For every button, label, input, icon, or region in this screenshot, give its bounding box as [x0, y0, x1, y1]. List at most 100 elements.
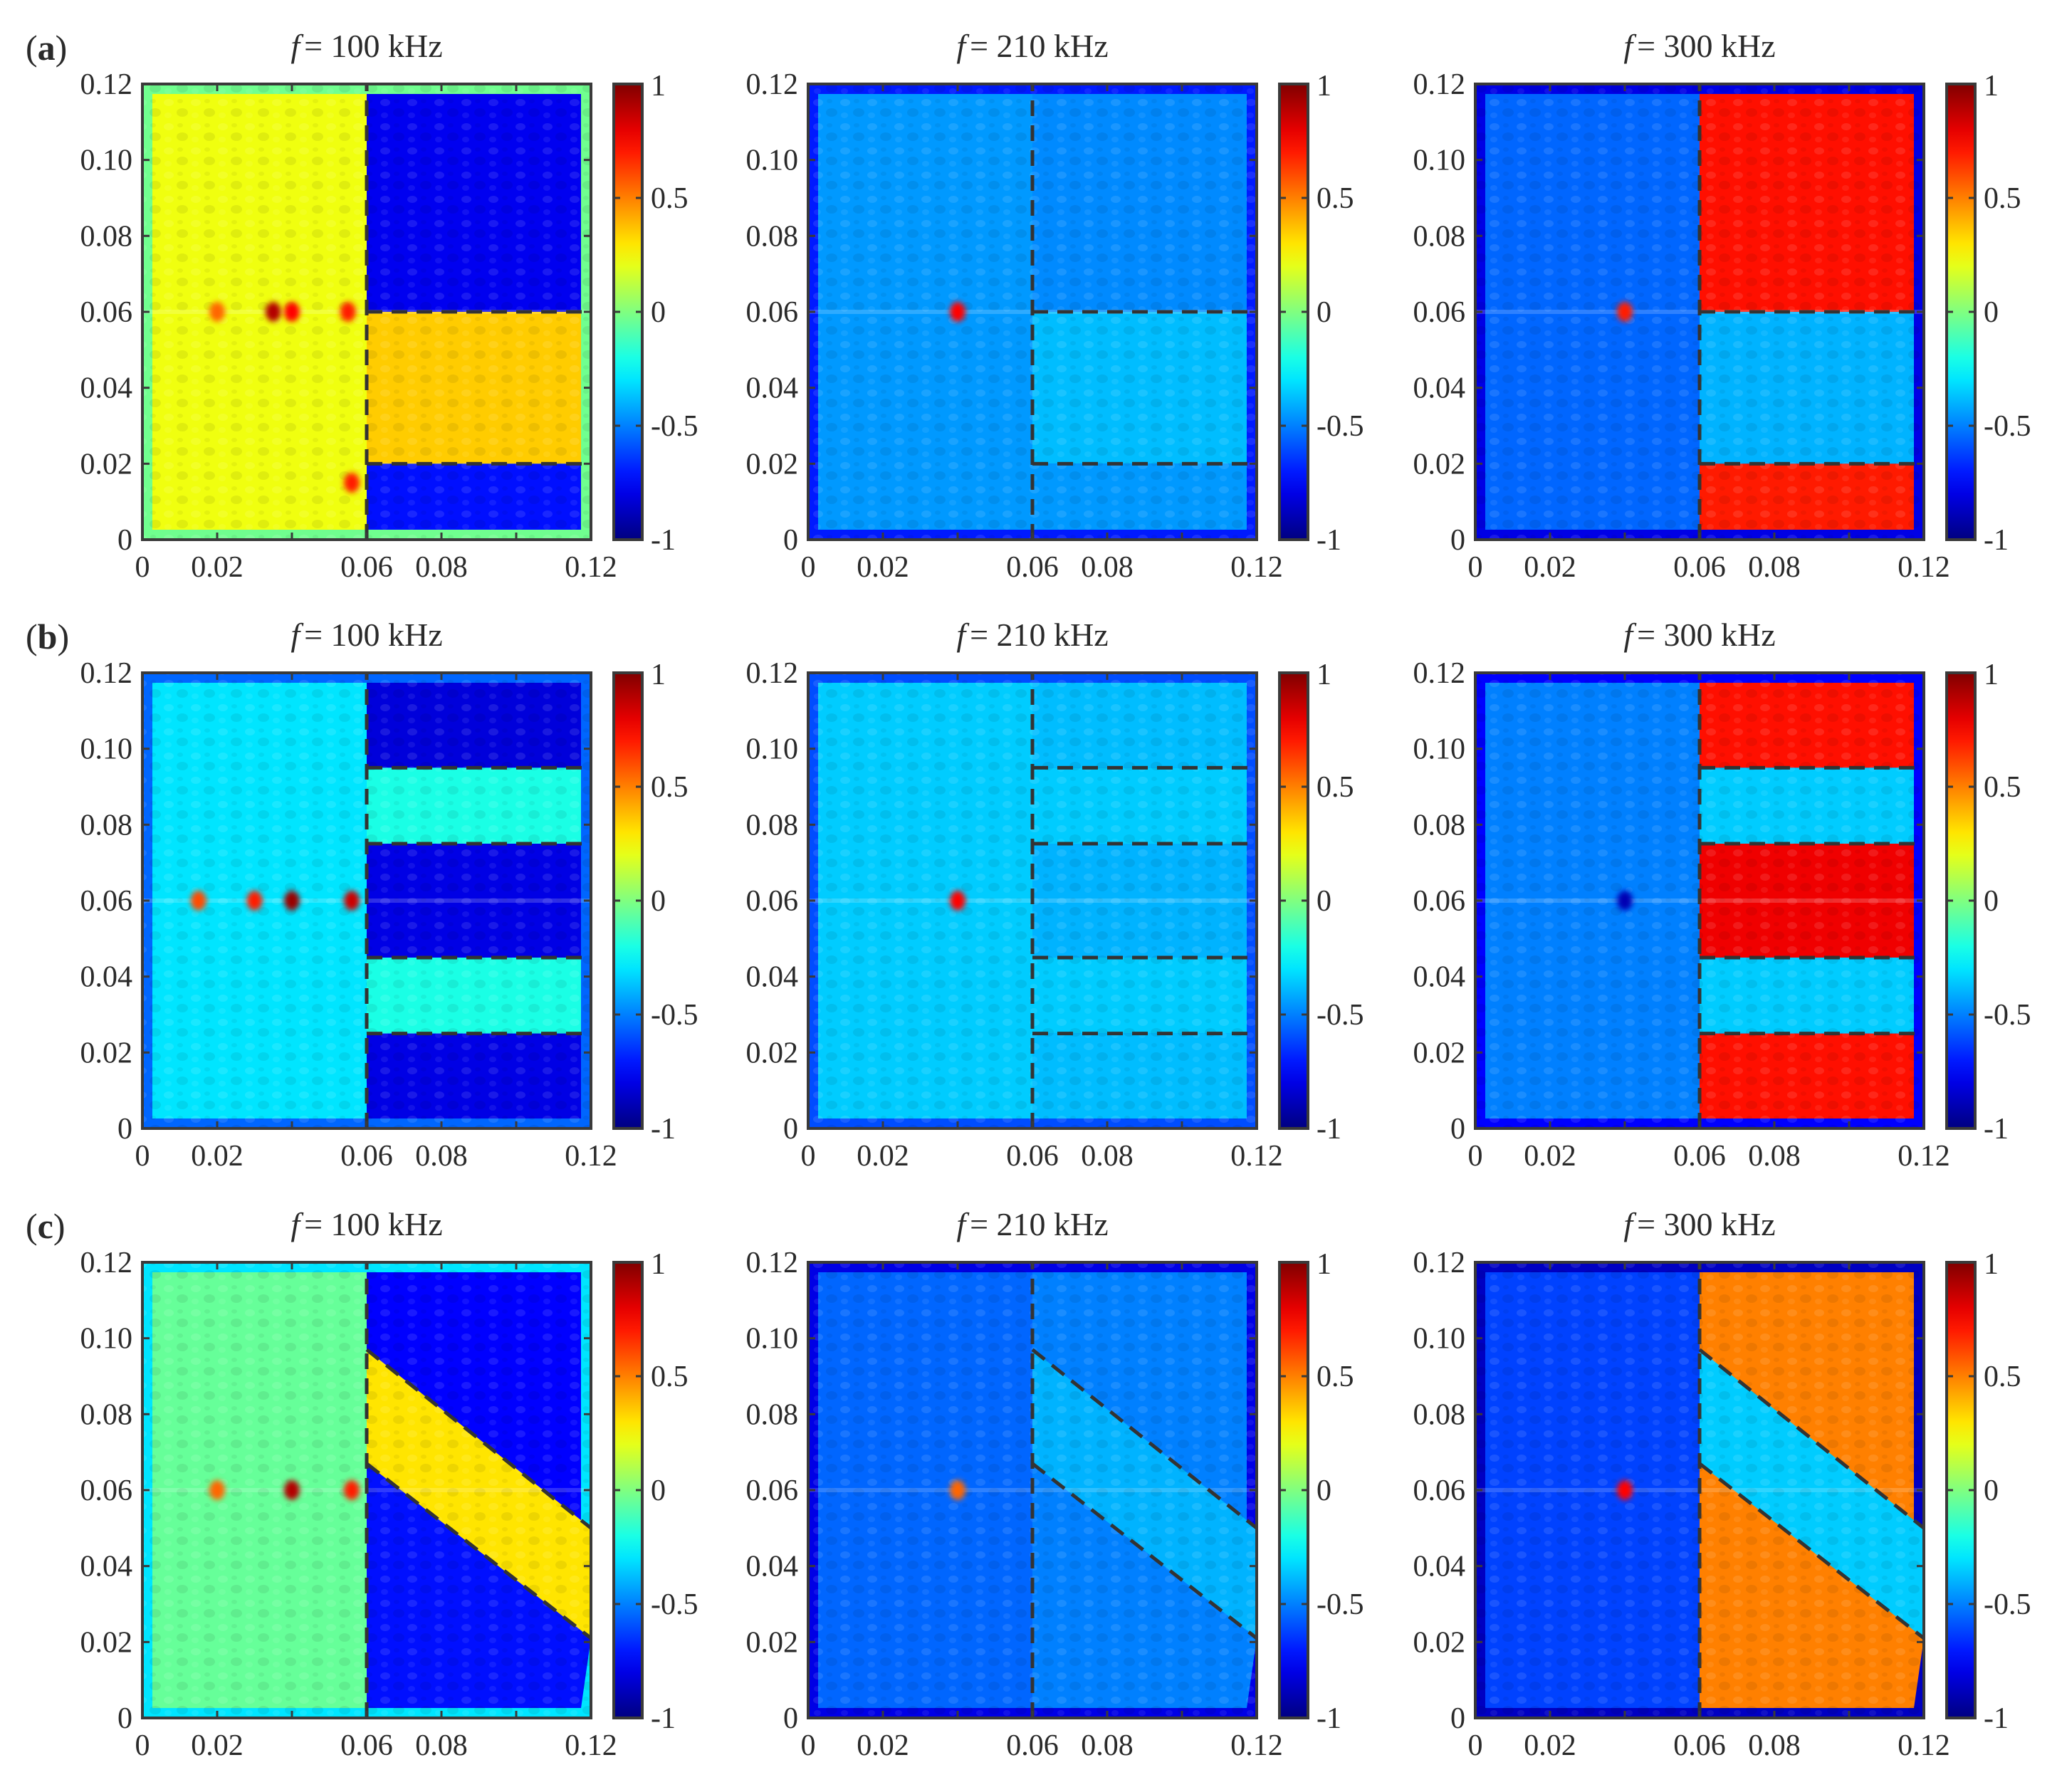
y-tick-label: 0.08 — [746, 809, 799, 842]
colorbar-tick-label: -0.5 — [651, 1588, 698, 1621]
colorbar: 1 0.5 0 -0.5 -1 — [612, 1248, 698, 1735]
y-tick-label: 0.10 — [1413, 733, 1466, 766]
y-tick-label: 0.06 — [1413, 1474, 1466, 1507]
colorbar-tick-label: 0 — [1984, 1474, 1999, 1507]
x-tick-label: 0 — [1468, 1729, 1483, 1762]
y-tick-label: 0 — [783, 524, 798, 557]
colorbar-tick-label: 0.5 — [1317, 771, 1354, 804]
hotspot-1 — [950, 891, 965, 911]
x-tick-label: 0.02 — [1524, 1140, 1576, 1173]
y-tick-label: 0 — [1450, 524, 1465, 557]
boundary-dashed-line-3 — [1698, 1462, 1925, 1640]
colorbar: 1 0.5 0 -0.5 -1 — [1945, 1248, 2031, 1735]
x-tick-label: 0.12 — [565, 551, 617, 584]
colorbar-tick-label: 1 — [651, 1248, 666, 1281]
x-tick-label: 0.06 — [1673, 551, 1726, 584]
x-tick-label: 0.08 — [1081, 551, 1134, 584]
y-tick-label: 0.04 — [1413, 372, 1466, 405]
colorbar: 1 0.5 0 -0.5 -1 — [1945, 659, 2031, 1146]
colorbar-tick-label: 1 — [1317, 70, 1331, 103]
y-tick-label: 0.04 — [746, 1551, 799, 1583]
x-tick-label: 0.06 — [340, 551, 393, 584]
y-tick-label: 0.12 — [746, 68, 799, 101]
colorbar-tick-label: -0.5 — [1984, 410, 2031, 443]
y-tick-label: 0 — [783, 1702, 798, 1735]
heatmap-panel-5: 0 0.02 0.04 0.06 0.08 0.10 0.12 0 0.02 0.06 0.08 0.… — [746, 617, 1364, 1173]
boundary-dashed-line-2 — [365, 1348, 592, 1530]
panel-title: f = 300 kHz — [1623, 617, 1775, 653]
colorbar-tick-label: -0.5 — [1984, 999, 2031, 1032]
row-label: (a) — [26, 28, 67, 68]
y-tick-label: 0.10 — [1413, 145, 1466, 177]
heatmap-field — [142, 673, 591, 1128]
row-label: (c) — [26, 1206, 66, 1246]
colorbar-tick-label: 0.5 — [1317, 1361, 1354, 1393]
panel-title: f = 300 kHz — [1623, 28, 1775, 64]
y-tick-label: 0.02 — [746, 448, 799, 481]
x-tick-label: 0.12 — [1230, 551, 1283, 584]
x-tick-label: 0.08 — [415, 1140, 468, 1173]
colorbar-tick-label: 0.5 — [651, 771, 689, 804]
row-label: (b) — [26, 617, 69, 656]
y-tick-label: 0 — [1450, 1702, 1465, 1735]
y-tick-label: 0.02 — [746, 1037, 799, 1069]
heatmap-panel-6: 0 0.02 0.04 0.06 0.08 0.10 0.12 0 0.02 0.06 0.08 0.… — [1413, 617, 2031, 1173]
panel-title: f = 100 kHz — [291, 617, 442, 653]
x-tick-label: 0 — [801, 1140, 816, 1173]
colorbar: 1 0.5 0 -0.5 -1 — [1945, 70, 2031, 557]
colorbar-tick-label: -0.5 — [1317, 999, 1364, 1032]
x-tick-label: 0.06 — [1006, 1729, 1059, 1762]
colorbar-tick-label: -0.5 — [1317, 410, 1364, 443]
y-tick-label: 0 — [783, 1113, 798, 1146]
hotspot-1 — [284, 1480, 300, 1500]
colorbar-tick-label: -1 — [651, 1702, 676, 1735]
colorbar: 1 0.5 0 -0.5 -1 — [612, 659, 698, 1146]
heatmap-panel-3: 0 0.02 0.04 0.06 0.08 0.10 0.12 0 0.02 0.06 0.08 0.… — [1413, 28, 2031, 584]
y-tick-label: 0.10 — [80, 733, 133, 766]
y-tick-label: 0.12 — [80, 68, 133, 101]
y-tick-label: 0 — [117, 1702, 132, 1735]
colorbar-tick-label: 0 — [651, 296, 666, 329]
colorbar-tick-label: -1 — [1984, 1113, 2009, 1146]
x-tick-label: 0.02 — [1524, 1729, 1576, 1762]
y-tick-label: 0.04 — [80, 372, 133, 405]
y-tick-label: 0.02 — [80, 448, 133, 481]
x-tick-label: 0.12 — [1898, 1140, 1950, 1173]
hotspot-3 — [340, 302, 356, 322]
x-tick-label: 0.06 — [1673, 1140, 1726, 1173]
hotspot-1 — [950, 1480, 965, 1500]
x-tick-label: 0.06 — [340, 1140, 393, 1173]
colorbar-tick-label: 0.5 — [651, 182, 689, 215]
y-tick-label: 0.06 — [746, 296, 799, 329]
y-tick-label: 0.08 — [80, 220, 133, 253]
x-tick-label: 0.06 — [340, 1729, 393, 1762]
colorbar: 1 0.5 0 -0.5 -1 — [612, 70, 698, 557]
colorbar-tick-label: -0.5 — [1984, 1588, 2031, 1621]
colorbar-tick-label: -1 — [1317, 1113, 1341, 1146]
x-tick-label: 0.02 — [191, 1729, 244, 1762]
y-tick-label: 0.04 — [746, 961, 799, 994]
colorbar-tick-label: -1 — [1317, 1702, 1341, 1735]
colorbar-tick-label: 1 — [651, 70, 666, 103]
colorbar-tick-label: 1 — [1984, 70, 1999, 103]
y-tick-label: 0.12 — [746, 1247, 799, 1279]
x-tick-label: 0.08 — [1748, 1729, 1801, 1762]
x-tick-label: 0 — [801, 551, 816, 584]
hotspot-1 — [1617, 1480, 1633, 1500]
colorbar-tick-label: -1 — [651, 524, 676, 557]
colorbar-tick-label: 0.5 — [651, 1361, 689, 1393]
y-tick-label: 0.04 — [80, 961, 133, 994]
y-tick-label: 0.04 — [746, 372, 799, 405]
y-tick-label: 0.06 — [746, 1474, 799, 1507]
colorbar-tick-label: 1 — [1984, 1248, 1999, 1281]
y-tick-label: 0.08 — [80, 1398, 133, 1431]
y-tick-label: 0 — [1450, 1113, 1465, 1146]
y-tick-label: 0.04 — [1413, 1551, 1466, 1583]
y-tick-label: 0.02 — [746, 1626, 799, 1659]
y-tick-label: 0.12 — [1413, 657, 1466, 690]
x-tick-label: 0 — [135, 1140, 150, 1173]
colorbar-tick-label: 0 — [1317, 885, 1331, 918]
y-tick-label: 0.04 — [80, 1551, 133, 1583]
colorbar-tick-label: 0.5 — [1984, 771, 2021, 804]
